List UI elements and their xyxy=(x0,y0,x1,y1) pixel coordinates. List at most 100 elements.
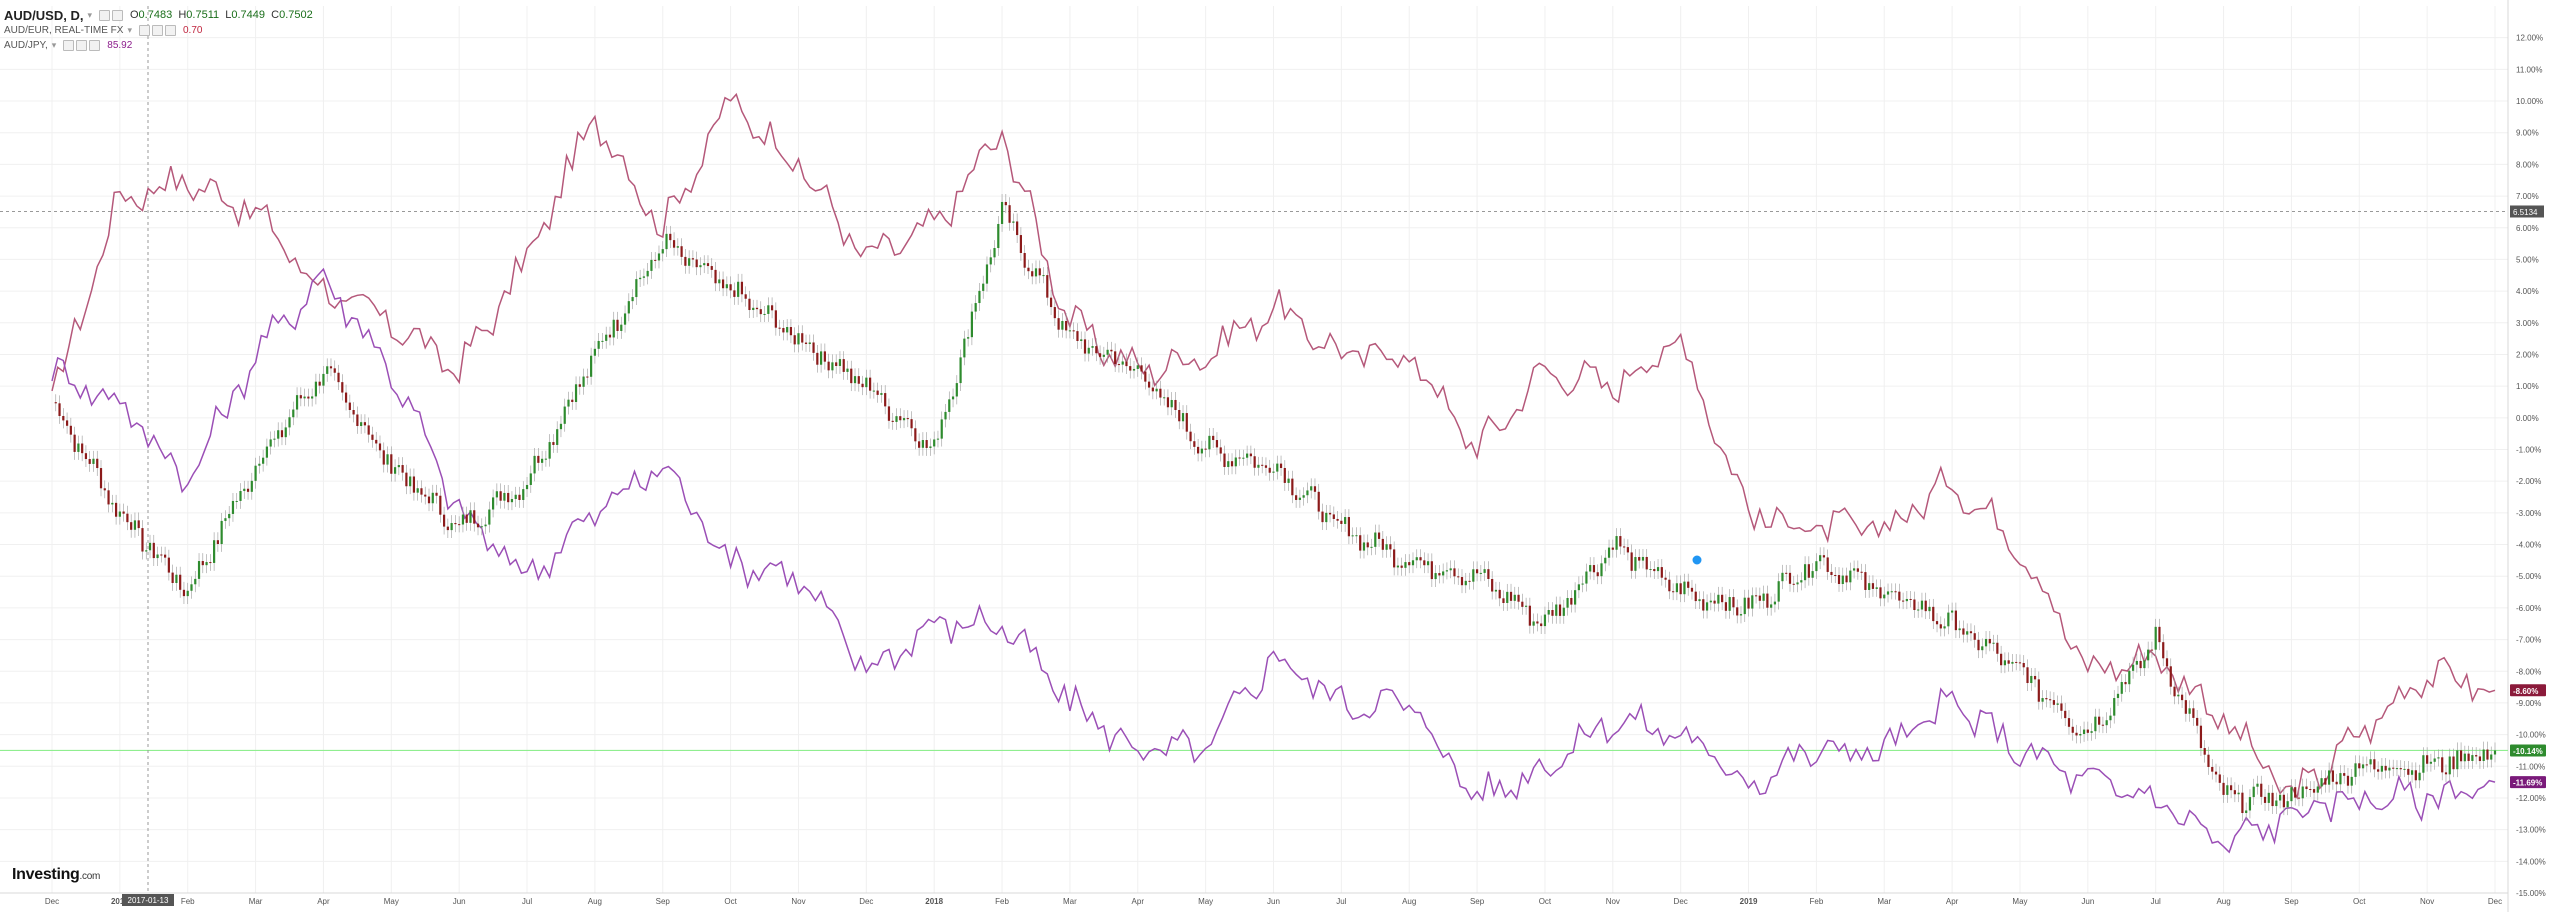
candle-body xyxy=(1977,639,1980,651)
candle-body xyxy=(431,492,434,504)
candle-body xyxy=(2211,766,2214,772)
eur-settings-icon[interactable] xyxy=(139,25,150,36)
candle-body xyxy=(574,384,578,402)
x-tick-label: May xyxy=(384,897,399,906)
candle-body xyxy=(1453,568,1456,577)
jpy-hide-icon[interactable] xyxy=(76,40,88,51)
candle-body xyxy=(2429,761,2433,764)
candle-body xyxy=(1366,542,1369,548)
candle-body xyxy=(1155,388,1158,392)
eur-series-buttons xyxy=(139,25,176,36)
candle-body xyxy=(65,420,69,426)
jpy-remove-icon[interactable] xyxy=(89,40,101,51)
candle-body xyxy=(1246,453,1249,458)
candle-body xyxy=(1302,495,1305,498)
candle-body xyxy=(846,368,849,372)
candle-body xyxy=(1272,471,1275,473)
candle-body xyxy=(695,259,698,268)
candle-body xyxy=(631,297,634,302)
candle-body xyxy=(639,277,642,280)
hide-icon[interactable] xyxy=(111,10,123,21)
candle-body xyxy=(1958,628,1961,631)
candle-body xyxy=(1298,497,1301,500)
crosshair-date-badge: 2017-01-13 xyxy=(122,894,174,906)
last-value-badge-label: -8.60% xyxy=(2513,687,2538,696)
candle-body xyxy=(827,361,830,371)
candle-body xyxy=(541,458,544,463)
candle-body xyxy=(292,409,295,418)
candle-body xyxy=(213,540,216,563)
candle-body xyxy=(1566,598,1569,608)
candle-body xyxy=(390,454,393,474)
jpy-symbol-label[interactable]: AUD/JPY, xyxy=(4,40,48,51)
eur-symbol-label[interactable]: AUD/EUR, REAL-TIME FX xyxy=(4,25,124,36)
candle-body xyxy=(1012,221,1015,223)
candle-body xyxy=(1385,544,1388,550)
candle-body xyxy=(2441,757,2444,773)
candle-body xyxy=(499,491,502,501)
candle-body xyxy=(1630,552,1633,571)
candle-body xyxy=(458,524,461,526)
candle-body xyxy=(1189,431,1192,442)
candle-body xyxy=(2426,755,2429,764)
candle-body xyxy=(288,417,291,428)
settings-icon[interactable] xyxy=(98,10,110,21)
candle-body xyxy=(1728,597,1731,611)
candle-body xyxy=(1483,569,1486,573)
candle-body xyxy=(921,440,924,448)
investing-logo[interactable]: Investing.com xyxy=(12,866,100,884)
jpy-settings-icon[interactable] xyxy=(63,40,75,51)
x-tick-label: Aug xyxy=(2216,897,2230,906)
x-tick-label: Mar xyxy=(1063,897,1077,906)
main-symbol-label[interactable]: AUD/USD, D, xyxy=(4,8,84,23)
eur-remove-icon[interactable] xyxy=(165,25,176,36)
x-tick-label: Apr xyxy=(1132,897,1145,906)
candle-body xyxy=(2403,768,2406,770)
eur-caret-icon[interactable]: ▾ xyxy=(127,25,132,35)
eur-hide-icon[interactable] xyxy=(152,25,163,36)
candle-body xyxy=(130,522,133,530)
last-value-badge-bg xyxy=(2510,744,2546,757)
jpy-caret-icon[interactable]: ▾ xyxy=(51,40,57,50)
candle-body xyxy=(1656,567,1660,572)
crosshair-value-badge: 6.5134 xyxy=(2510,205,2544,218)
candle-body xyxy=(1249,453,1252,457)
candle-body xyxy=(371,434,374,440)
candle-body xyxy=(729,284,732,291)
candle-body xyxy=(54,402,57,404)
candle-body xyxy=(1046,275,1049,298)
candle-body xyxy=(910,419,913,429)
candle-body xyxy=(669,233,672,241)
candle-body xyxy=(2437,757,2440,759)
candle-body xyxy=(1340,520,1343,524)
y-tick-label: -3.00% xyxy=(2516,509,2541,518)
candle-body xyxy=(1547,610,1550,615)
candle-body xyxy=(2343,773,2346,776)
legend-eur-row[interactable]: AUD/EUR, REAL-TIME FX ▾ 0.70 xyxy=(4,23,313,38)
x-tick-label: Dec xyxy=(859,897,873,906)
candle-body xyxy=(2052,700,2056,705)
candle-body xyxy=(2207,754,2210,767)
candle-body xyxy=(786,327,789,333)
candle-body xyxy=(676,246,679,248)
candle-body xyxy=(126,513,129,523)
candle-body xyxy=(461,514,465,525)
candle-body xyxy=(2377,769,2380,772)
candle-body xyxy=(1310,486,1313,491)
y-tick-label: -15.00% xyxy=(2516,889,2546,898)
main-symbol-caret-icon[interactable]: ▾ xyxy=(87,10,92,20)
legend-jpy-row[interactable]: AUD/JPY, ▾ 85.92 xyxy=(4,38,313,53)
candle-body xyxy=(955,383,958,397)
candle-body xyxy=(1072,330,1075,332)
candle-body xyxy=(1185,413,1188,432)
candle-body xyxy=(737,281,740,297)
candle-body xyxy=(2218,774,2221,783)
candle-body xyxy=(951,396,955,400)
candle-body xyxy=(424,494,427,497)
candle-body xyxy=(1144,371,1147,382)
legend-main-row[interactable]: AUD/USD, D, ▾ O0.7483 H0.7511 L0.7449 C0… xyxy=(4,8,313,23)
candle-body xyxy=(1555,604,1558,616)
candle-body xyxy=(1615,536,1618,550)
